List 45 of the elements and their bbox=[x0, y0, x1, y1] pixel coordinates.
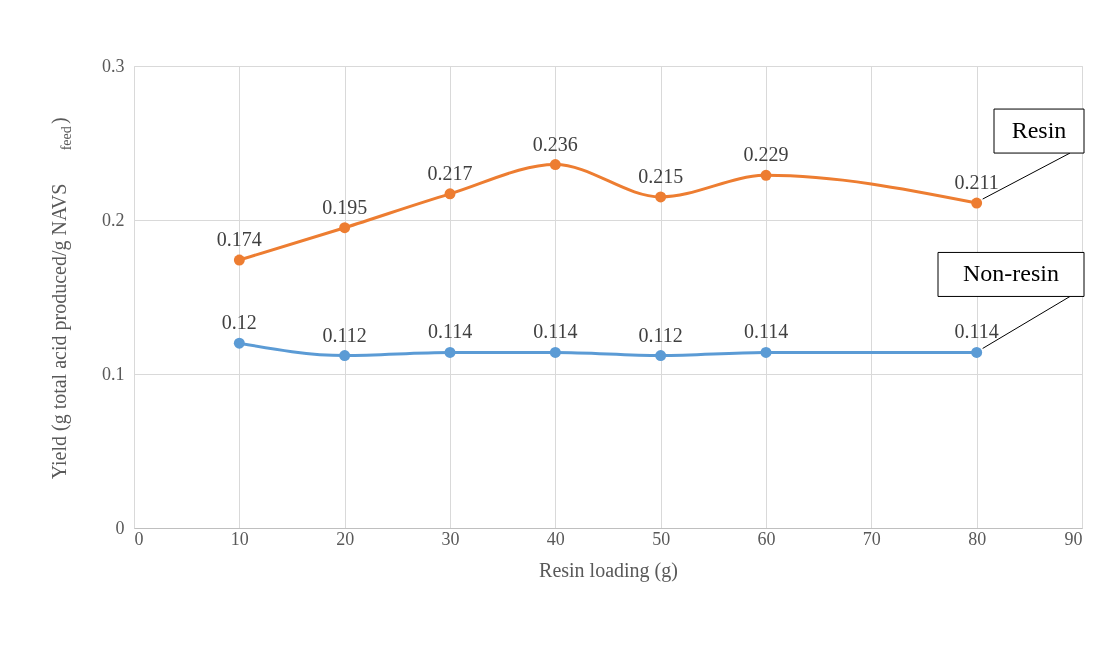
data-label: 0.114 bbox=[533, 320, 578, 343]
data-label: 0.112 bbox=[322, 323, 367, 346]
point bbox=[233, 254, 245, 266]
point bbox=[760, 169, 772, 181]
x-tick-label: 70 bbox=[862, 528, 881, 549]
data-label: 0.114 bbox=[954, 320, 999, 343]
data-label: 0.236 bbox=[532, 132, 578, 155]
point bbox=[655, 191, 667, 203]
point bbox=[444, 346, 456, 358]
x-tick-label: 10 bbox=[230, 528, 249, 549]
data-label: 0.215 bbox=[638, 164, 684, 187]
x-tick-label: 0 bbox=[134, 528, 144, 549]
text: Non-resin bbox=[963, 260, 1059, 287]
point bbox=[971, 197, 983, 209]
data-label: 0.211 bbox=[954, 171, 999, 194]
x-tick-label: 60 bbox=[757, 528, 776, 549]
data-label: 0.112 bbox=[638, 323, 683, 346]
data-label: 0.174 bbox=[216, 228, 262, 251]
x-tick-label: 30 bbox=[441, 528, 460, 549]
point bbox=[339, 350, 351, 361]
point bbox=[760, 346, 772, 358]
y-tick-label: 0.1 bbox=[102, 363, 125, 384]
point bbox=[339, 222, 351, 234]
point bbox=[444, 188, 456, 200]
x-tick-label: 80 bbox=[968, 528, 987, 549]
data-label: 0.114 bbox=[743, 320, 789, 343]
point bbox=[549, 159, 561, 171]
point bbox=[549, 346, 561, 358]
x-tick-label: 20 bbox=[336, 528, 355, 549]
data-label: 0.217 bbox=[427, 161, 473, 184]
y-tick-label: 0.2 bbox=[102, 209, 125, 230]
x-tick-label: 50 bbox=[652, 528, 671, 549]
data-label: 0.12 bbox=[221, 311, 257, 334]
x-tick-label: 90 bbox=[1064, 528, 1083, 549]
y-tick-label: 0.3 bbox=[102, 55, 125, 76]
x-tick-label: 40 bbox=[546, 528, 565, 549]
text: Yield (g total acid produced/g NAVSfeed) bbox=[48, 117, 74, 480]
point bbox=[971, 346, 983, 358]
data-label: 0.195 bbox=[322, 195, 368, 218]
point bbox=[233, 337, 245, 349]
point bbox=[655, 350, 667, 361]
data-label: 0.229 bbox=[743, 143, 789, 166]
x-axis-title: Resin loading (g) bbox=[539, 558, 678, 582]
text: Resin bbox=[1011, 117, 1067, 144]
data-label: 0.114 bbox=[427, 320, 473, 343]
